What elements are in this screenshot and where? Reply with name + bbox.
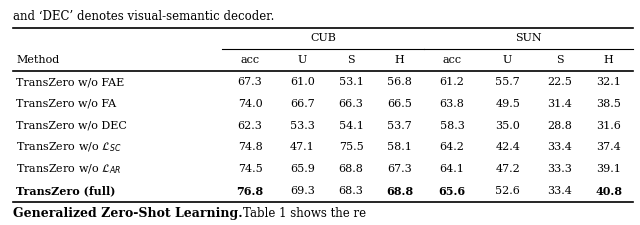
Text: 61.0: 61.0 <box>290 77 315 87</box>
Text: TransZero w/o DEC: TransZero w/o DEC <box>16 121 127 131</box>
Text: S: S <box>348 55 355 65</box>
Text: 65.9: 65.9 <box>290 164 315 174</box>
Text: 33.4: 33.4 <box>547 186 572 196</box>
Text: 33.4: 33.4 <box>547 142 572 153</box>
Text: 55.7: 55.7 <box>495 77 520 87</box>
Text: H: H <box>395 55 404 65</box>
Text: 53.7: 53.7 <box>387 121 412 131</box>
Text: Generalized Zero-Shot Learning.: Generalized Zero-Shot Learning. <box>13 207 243 220</box>
Text: 33.3: 33.3 <box>547 164 572 174</box>
Text: 67.3: 67.3 <box>237 77 262 87</box>
Text: S: S <box>556 55 564 65</box>
Text: 66.3: 66.3 <box>339 99 364 109</box>
Text: 64.2: 64.2 <box>440 142 465 153</box>
Text: acc: acc <box>241 55 260 65</box>
Text: 52.6: 52.6 <box>495 186 520 196</box>
Text: 37.4: 37.4 <box>596 142 621 153</box>
Text: 65.6: 65.6 <box>438 186 465 197</box>
Text: 49.5: 49.5 <box>495 99 520 109</box>
Text: 64.1: 64.1 <box>440 164 465 174</box>
Text: TransZero w/o $\mathcal{L}_{AR}$: TransZero w/o $\mathcal{L}_{AR}$ <box>16 162 122 176</box>
Text: Method: Method <box>16 55 60 65</box>
Text: 35.0: 35.0 <box>495 121 520 131</box>
Text: Table 1 shows the re: Table 1 shows the re <box>243 207 367 220</box>
Text: TransZero (full): TransZero (full) <box>16 186 115 197</box>
Text: acc: acc <box>442 55 461 65</box>
Text: 62.3: 62.3 <box>237 121 262 131</box>
Text: and ‘DEC’ denotes visual-semantic decoder.: and ‘DEC’ denotes visual-semantic decode… <box>13 10 275 23</box>
Text: 32.1: 32.1 <box>596 77 621 87</box>
Text: 42.4: 42.4 <box>495 142 520 153</box>
Text: U: U <box>503 55 512 65</box>
Text: H: H <box>604 55 613 65</box>
Text: 58.1: 58.1 <box>387 142 412 153</box>
Text: 63.8: 63.8 <box>440 99 465 109</box>
Text: 74.5: 74.5 <box>237 164 262 174</box>
Text: TransZero w/o FA: TransZero w/o FA <box>16 99 116 109</box>
Text: 66.5: 66.5 <box>387 99 412 109</box>
Text: 39.1: 39.1 <box>596 164 621 174</box>
Text: 74.0: 74.0 <box>237 99 262 109</box>
Text: 53.3: 53.3 <box>290 121 315 131</box>
Text: 38.5: 38.5 <box>596 99 621 109</box>
Text: 53.1: 53.1 <box>339 77 364 87</box>
Text: CUB: CUB <box>310 34 336 43</box>
Text: TransZero w/o $\mathcal{L}_{SC}$: TransZero w/o $\mathcal{L}_{SC}$ <box>16 141 122 154</box>
Text: 76.8: 76.8 <box>237 186 264 197</box>
Text: 61.2: 61.2 <box>440 77 465 87</box>
Text: 68.3: 68.3 <box>339 186 364 196</box>
Text: U: U <box>298 55 307 65</box>
Text: 22.5: 22.5 <box>547 77 572 87</box>
Text: 58.3: 58.3 <box>440 121 465 131</box>
Text: 54.1: 54.1 <box>339 121 364 131</box>
Text: 69.3: 69.3 <box>290 186 315 196</box>
Text: 47.1: 47.1 <box>290 142 315 153</box>
Text: 75.5: 75.5 <box>339 142 364 153</box>
Text: 74.8: 74.8 <box>237 142 262 153</box>
Text: 31.4: 31.4 <box>547 99 572 109</box>
Text: 28.8: 28.8 <box>547 121 572 131</box>
Text: 66.7: 66.7 <box>290 99 315 109</box>
Text: TransZero w/o FAE: TransZero w/o FAE <box>16 77 124 87</box>
Text: 56.8: 56.8 <box>387 77 412 87</box>
Text: SUN: SUN <box>515 34 542 43</box>
Text: 67.3: 67.3 <box>387 164 412 174</box>
Text: 68.8: 68.8 <box>339 164 364 174</box>
Text: 31.6: 31.6 <box>596 121 621 131</box>
Text: 68.8: 68.8 <box>386 186 413 197</box>
Text: 40.8: 40.8 <box>595 186 622 197</box>
Text: 47.2: 47.2 <box>495 164 520 174</box>
